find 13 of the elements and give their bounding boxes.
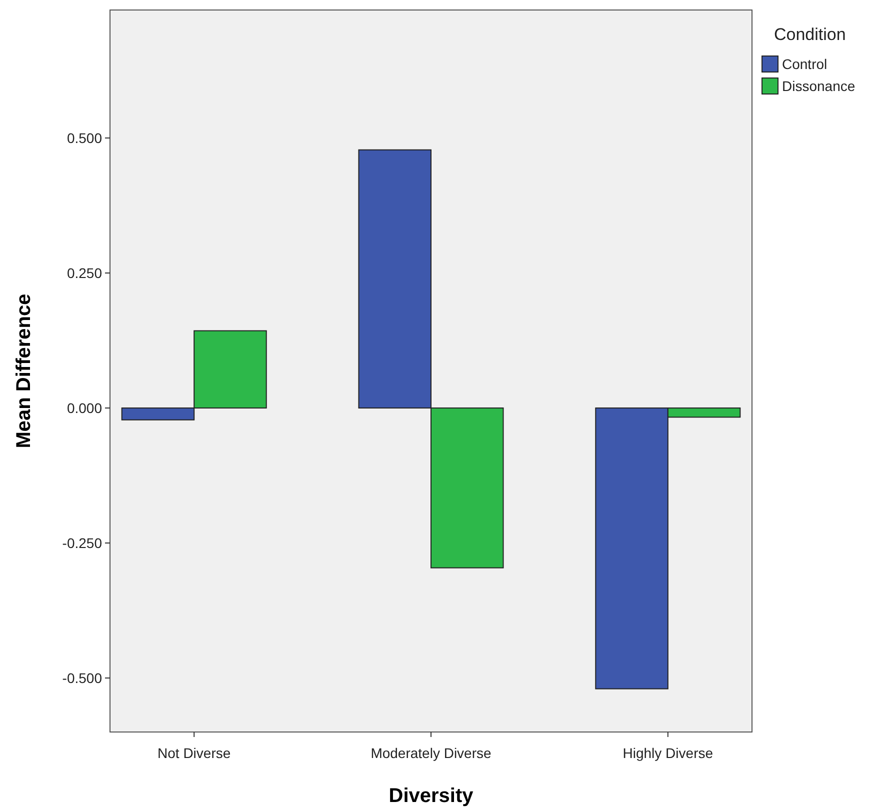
legend-title: Condition bbox=[774, 25, 846, 44]
y-tick-label: 0.000 bbox=[66, 400, 102, 416]
x-axis-title: Diversity bbox=[388, 785, 474, 807]
y-tick-label: 0.250 bbox=[66, 264, 102, 281]
y-tick-label: 0.500 bbox=[66, 130, 102, 146]
legend-label: Control bbox=[782, 56, 828, 72]
y-tick-label: -0.250 bbox=[62, 534, 102, 551]
x-tick-label: Highly Diverse bbox=[622, 745, 714, 761]
y-tick-label: -0.500 bbox=[62, 670, 102, 686]
x-tick-label: Not Diverse bbox=[158, 745, 231, 761]
x-tick-label: Moderately Diverse bbox=[370, 745, 492, 761]
legend-label: Dissonance bbox=[782, 78, 856, 94]
y-axis-title: Mean Difference bbox=[13, 294, 35, 448]
